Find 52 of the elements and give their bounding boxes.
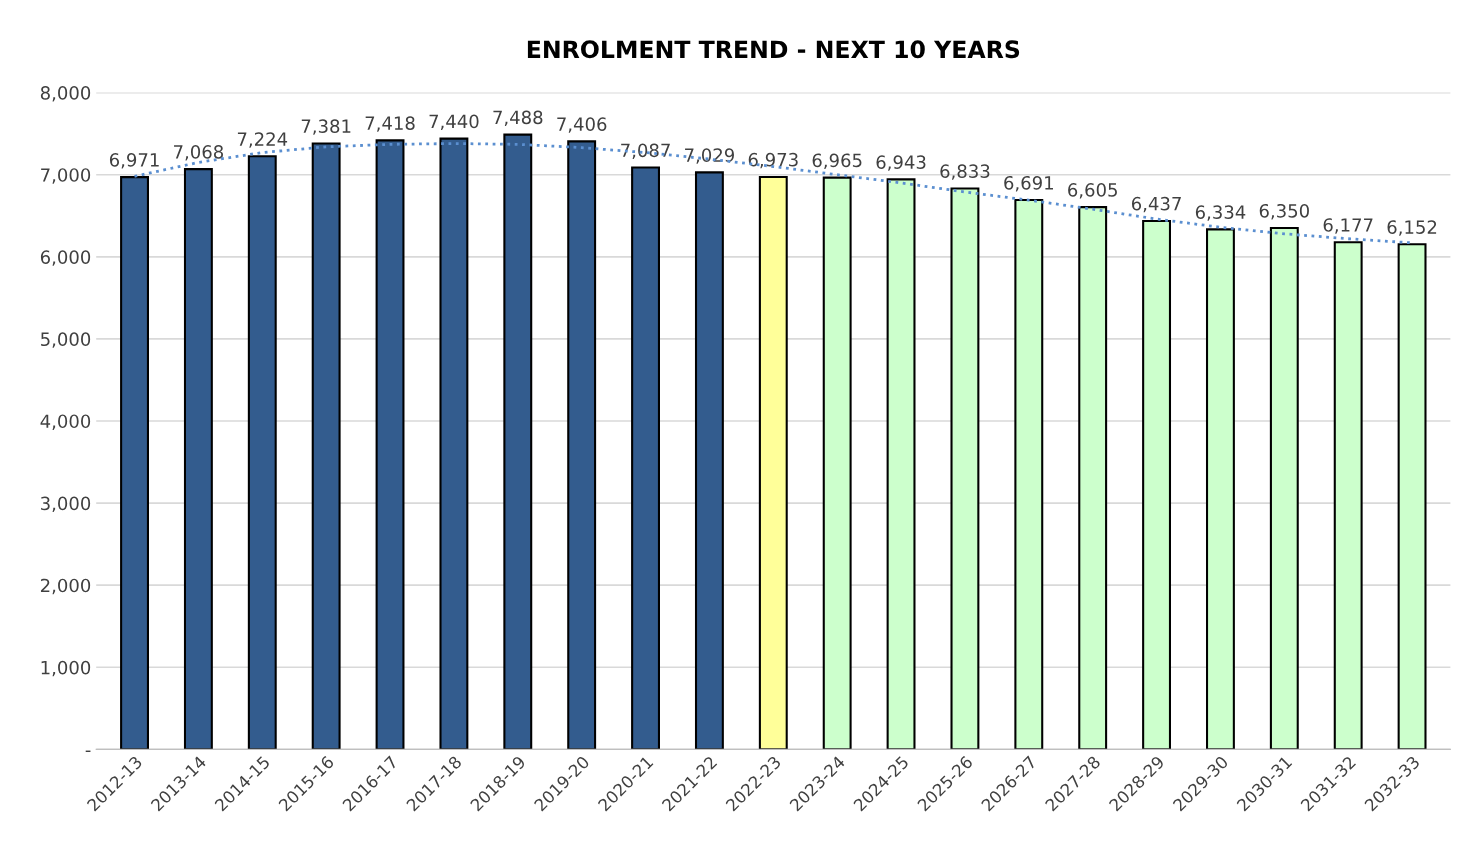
y-tick-label: 3,000: [41, 496, 91, 513]
y-tick-label: 2,000: [40, 578, 91, 595]
data-label: 7,381: [301, 119, 351, 135]
data-label: 6,973: [748, 152, 798, 169]
data-label: 7,440: [429, 114, 479, 130]
y-tick-label: -: [85, 750, 91, 753]
y-tick-label: 8,000: [40, 86, 91, 102]
data-label: 6,437: [1131, 196, 1181, 213]
bar: [1014, 199, 1044, 750]
bar: [503, 133, 533, 750]
data-label: 6,691: [1004, 175, 1053, 192]
bar: [886, 178, 916, 750]
data-label: 6,965: [812, 153, 862, 169]
bar: [822, 176, 852, 750]
data-label: 6,350: [1259, 203, 1309, 220]
y-tick-label: 6,000: [40, 250, 91, 266]
bar: [1205, 228, 1235, 750]
bar: [1269, 227, 1299, 750]
y-tick-label: 1,000: [41, 660, 91, 677]
data-label: 7,406: [557, 117, 607, 133]
bar: [439, 137, 469, 750]
data-label: 6,943: [876, 155, 926, 171]
bar: [1333, 241, 1363, 750]
data-label: 6,971: [109, 153, 159, 169]
y-tick-label: 5,000: [41, 332, 91, 348]
data-label: 7,087: [621, 143, 670, 159]
chart-title: ENROLMENT TREND - NEXT 10 YEARS: [527, 40, 1020, 59]
bar: [1397, 243, 1427, 750]
data-label: 6,177: [1323, 218, 1373, 234]
data-label: 7,224: [237, 132, 288, 148]
bar: [375, 139, 405, 750]
bar: [311, 142, 341, 750]
bar: [120, 176, 149, 750]
data-label: 7,029: [685, 148, 734, 164]
bar: [1142, 219, 1172, 750]
data-label: 7,418: [365, 116, 415, 132]
data-label: 6,334: [1195, 205, 1246, 221]
y-tick-label: 4,000: [40, 414, 91, 430]
bar: [694, 171, 724, 750]
data-label: 6,605: [1068, 183, 1117, 199]
data-label: 6,833: [940, 164, 990, 180]
bar: [631, 166, 660, 750]
bar: [1078, 206, 1108, 750]
data-label: 7,068: [174, 145, 224, 161]
bar: [567, 140, 597, 750]
bar: [247, 155, 277, 750]
y-tick-label: 7,000: [41, 168, 91, 184]
bar: [758, 175, 788, 750]
data-label: 6,152: [1387, 220, 1437, 236]
bar: [950, 187, 980, 750]
bar: [183, 168, 213, 750]
data-label: 7,488: [493, 110, 543, 127]
